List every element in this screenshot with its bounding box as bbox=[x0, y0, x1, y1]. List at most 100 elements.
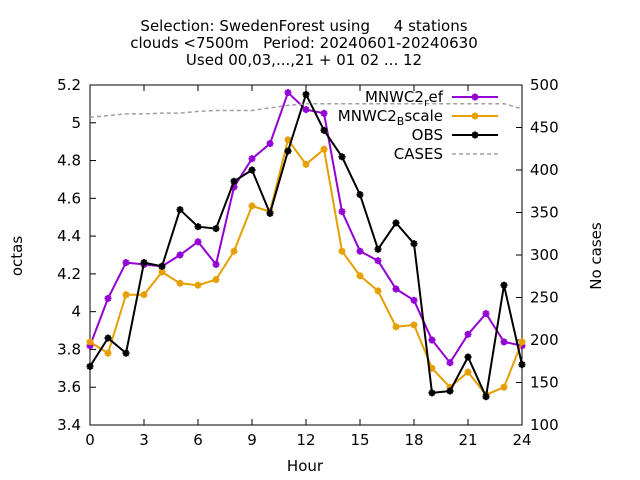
x-axis: 0 3 6 9 12 15 18 21 24 bbox=[85, 85, 532, 449]
point-d2 bbox=[464, 353, 472, 361]
marker-d2 bbox=[471, 131, 479, 139]
x-axis-label: Hour bbox=[287, 457, 324, 475]
point-d2 bbox=[104, 295, 112, 302]
point-d2 bbox=[338, 208, 346, 215]
data-point bbox=[392, 323, 400, 331]
point-d2 bbox=[302, 161, 310, 168]
data-point bbox=[482, 393, 490, 401]
data-point bbox=[284, 89, 292, 97]
point-d2 bbox=[392, 219, 400, 227]
data-point bbox=[86, 362, 94, 370]
point-d2 bbox=[230, 247, 238, 255]
point-d2 bbox=[338, 153, 346, 161]
y2-axis: 100 150 200 250 300 350 400 450 500 bbox=[516, 76, 559, 434]
point-d2 bbox=[266, 210, 274, 217]
point-d2 bbox=[374, 257, 382, 264]
data-point bbox=[176, 251, 184, 259]
data-point bbox=[428, 336, 436, 344]
data-point bbox=[230, 247, 238, 255]
x-tick-label-5: 15 bbox=[350, 431, 369, 449]
x-tick-label-1: 3 bbox=[139, 431, 149, 449]
marker-d2 bbox=[471, 93, 479, 101]
point-d2 bbox=[158, 268, 166, 276]
series-cases bbox=[89, 102, 523, 119]
data-point bbox=[464, 368, 472, 376]
legend-label: MNWC2Bscale bbox=[338, 107, 443, 128]
point-d2 bbox=[428, 365, 436, 372]
point-d2 bbox=[212, 225, 220, 232]
point-d2 bbox=[410, 297, 418, 304]
point-d2 bbox=[230, 178, 238, 185]
point-d2 bbox=[356, 247, 364, 255]
data-point bbox=[356, 272, 364, 280]
data-point bbox=[410, 296, 418, 304]
x-tick-label-2: 6 bbox=[193, 431, 203, 449]
data-point bbox=[230, 177, 238, 185]
data-point bbox=[356, 191, 364, 199]
data-point bbox=[410, 321, 418, 329]
point-d2 bbox=[500, 281, 508, 289]
y2-tick-label-8: 500 bbox=[530, 76, 559, 94]
point-d2 bbox=[140, 291, 148, 298]
point-d2 bbox=[374, 287, 382, 295]
data-point bbox=[266, 209, 274, 217]
y2-tick-label-0: 100 bbox=[530, 416, 559, 434]
data-point bbox=[374, 257, 382, 265]
data-point bbox=[176, 279, 184, 287]
chart-title-line-1: Selection: SwedenForest using 4 stations bbox=[140, 17, 467, 35]
data-point bbox=[356, 247, 364, 255]
y-tick-label-7: 4.8 bbox=[57, 152, 81, 170]
y2-axis-label: No cases bbox=[587, 222, 605, 290]
data-point bbox=[374, 287, 382, 295]
data-point bbox=[104, 349, 112, 357]
x-tick-label-6: 18 bbox=[404, 431, 423, 449]
point-d2 bbox=[140, 259, 148, 266]
point-d2 bbox=[302, 91, 310, 98]
data-point bbox=[464, 353, 472, 361]
y2-tick-label-3: 250 bbox=[530, 289, 559, 307]
data-point bbox=[104, 334, 112, 342]
data-point bbox=[500, 383, 508, 391]
point-d2 bbox=[122, 291, 130, 298]
point-d2 bbox=[194, 281, 202, 289]
data-point bbox=[212, 260, 220, 268]
point-d2 bbox=[176, 280, 184, 287]
legend-item-1: MNWC2Bscale bbox=[338, 107, 498, 128]
series-line bbox=[89, 102, 523, 119]
data-point bbox=[194, 238, 202, 246]
data-point bbox=[338, 247, 346, 255]
data-point bbox=[374, 245, 382, 253]
y2-tick-label-5: 350 bbox=[530, 204, 559, 222]
data-point bbox=[464, 330, 472, 338]
data-point bbox=[320, 126, 328, 134]
legend-marker bbox=[471, 93, 479, 101]
point-d2 bbox=[410, 240, 418, 247]
chart-title-line-3: Used 00,03,...,21 + 01 02 ... 12 bbox=[186, 51, 422, 69]
data-point bbox=[500, 281, 508, 289]
point-d2 bbox=[212, 261, 220, 268]
point-d2 bbox=[122, 349, 130, 357]
point-d2 bbox=[302, 106, 310, 113]
legend-item-0: MNWC2ref bbox=[365, 88, 498, 109]
data-point bbox=[410, 240, 418, 248]
data-point bbox=[194, 281, 202, 289]
legend-item-2: OBS bbox=[412, 126, 498, 144]
x-tick-label-8: 24 bbox=[512, 431, 531, 449]
data-point bbox=[194, 223, 202, 231]
point-d2 bbox=[104, 334, 112, 342]
series-mnwc2-ref bbox=[86, 89, 526, 367]
data-point bbox=[86, 338, 94, 346]
point-d2 bbox=[482, 393, 490, 400]
data-point bbox=[500, 338, 508, 346]
data-point bbox=[428, 389, 436, 397]
legend-item-3: CASES bbox=[394, 145, 498, 163]
y-tick-label-8: 5 bbox=[71, 114, 81, 132]
y2-tick-label-7: 450 bbox=[530, 119, 559, 137]
data-point bbox=[320, 145, 328, 153]
point-d2 bbox=[500, 383, 508, 391]
y-tick-label-4: 4.2 bbox=[57, 265, 81, 283]
data-point bbox=[518, 338, 526, 346]
point-d2 bbox=[194, 223, 202, 230]
